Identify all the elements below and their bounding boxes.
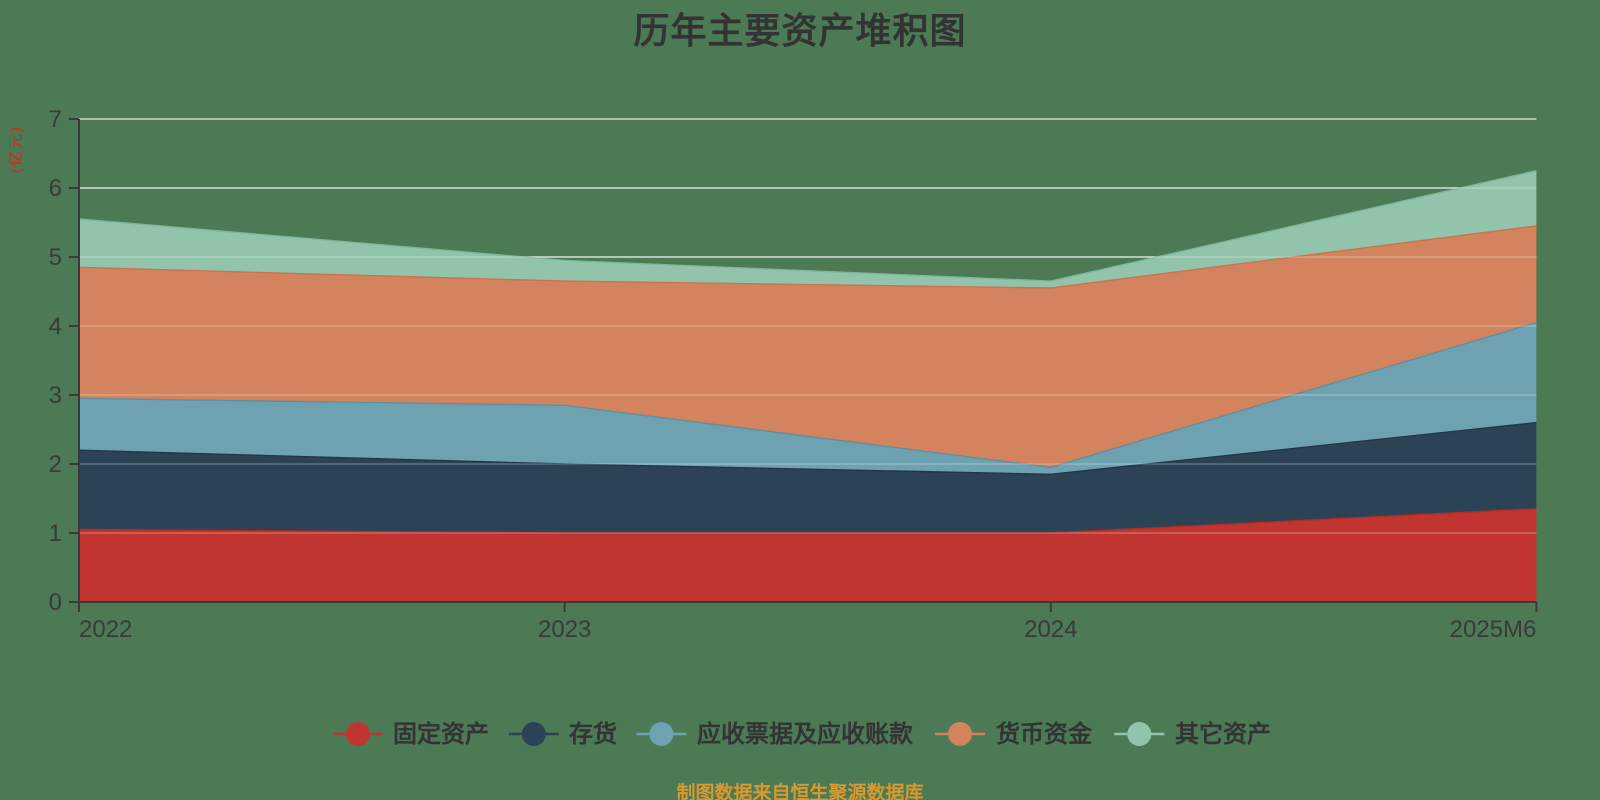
svg-text:3: 3 [49,382,62,409]
svg-text:固定资产: 固定资产 [393,720,489,748]
svg-text:存货: 存货 [569,720,617,748]
svg-text:货币资金: 货币资金 [996,720,1093,748]
svg-text:2022: 2022 [79,616,132,643]
svg-text:2025M6: 2025M6 [1450,616,1537,643]
svg-text:2: 2 [49,451,62,478]
svg-text:应收票据及应收账款: 应收票据及应收账款 [697,720,914,748]
svg-text:1: 1 [49,520,62,547]
svg-text:2023: 2023 [538,616,591,643]
svg-text:其它资产: 其它资产 [1175,720,1271,748]
svg-text:0: 0 [49,589,62,616]
svg-text:6: 6 [49,175,62,202]
svg-text:7: 7 [49,106,62,133]
svg-text:5: 5 [49,244,62,271]
svg-text:4: 4 [49,313,62,340]
svg-text:2024: 2024 [1024,616,1077,643]
